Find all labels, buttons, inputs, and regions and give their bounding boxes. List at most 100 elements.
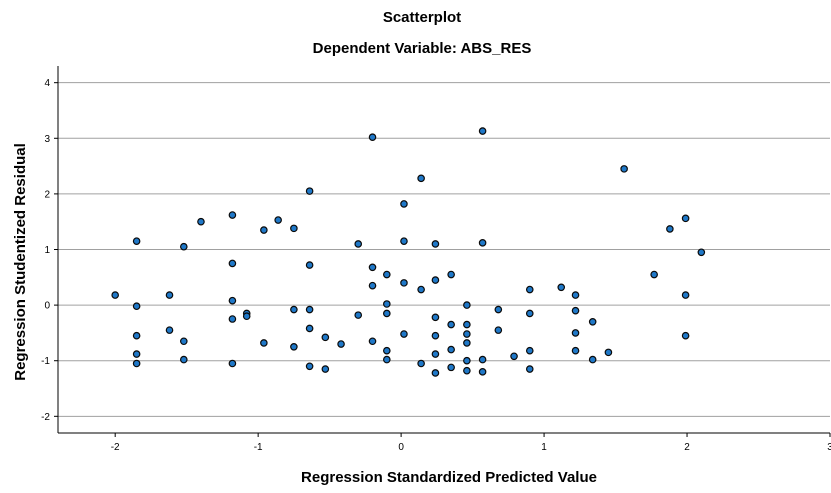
scatter-point — [180, 355, 188, 364]
scatter-point — [478, 127, 487, 135]
scatter-point — [321, 333, 330, 342]
scatter-point — [463, 366, 471, 375]
scatter-point — [571, 346, 580, 355]
scatter-point — [463, 356, 471, 365]
scatter-point — [417, 359, 425, 368]
scatter-point — [228, 315, 237, 323]
y-axis-title: Regression Studentized Residual — [12, 143, 29, 381]
scatter-point — [447, 345, 455, 354]
scatter-point — [510, 352, 518, 361]
scatter-point — [681, 331, 690, 340]
scatter-point — [305, 261, 314, 269]
scatter-point — [337, 340, 345, 348]
scatter-point — [525, 285, 534, 294]
x-tick-label: 0 — [398, 442, 404, 453]
scatter-point — [305, 324, 314, 333]
scatter-point — [290, 224, 298, 233]
scatter-point — [260, 339, 268, 347]
scatter-point — [697, 248, 706, 257]
scatter-point — [368, 263, 377, 272]
scatter-point — [383, 270, 391, 279]
scatter-point — [180, 337, 188, 346]
x-tick-label: -1 — [254, 442, 263, 453]
scatter-point — [431, 369, 440, 377]
scatter-point — [447, 320, 455, 329]
scatter-point — [400, 279, 408, 287]
scatter-point — [132, 237, 141, 245]
scatter-point — [305, 362, 314, 371]
x-axis-title: Regression Standardized Predicted Value — [301, 469, 597, 486]
scatter-point — [228, 259, 237, 268]
scatter-point — [368, 337, 377, 346]
scatter-point — [400, 330, 408, 338]
scatter-point — [383, 309, 391, 318]
scatter-point — [604, 348, 613, 357]
scatter-point — [228, 211, 237, 219]
scatter-point — [478, 239, 487, 247]
scatter-point — [111, 291, 119, 299]
y-tick-label: 2 — [44, 189, 50, 200]
scatter-point — [463, 320, 471, 329]
scatter-point — [478, 368, 487, 376]
scatter-point — [400, 200, 408, 208]
scatter-point — [666, 225, 674, 233]
scatter-point — [290, 343, 298, 351]
chart-title: Scatterplot — [383, 9, 461, 26]
scatter-point — [431, 331, 440, 340]
scatter-point — [463, 301, 471, 309]
scatter-point — [431, 276, 440, 284]
y-tick-label: 3 — [44, 134, 50, 145]
scatter-point — [525, 309, 534, 318]
scatter-point — [447, 363, 455, 372]
y-tick-label: -2 — [41, 412, 50, 423]
scatter-point — [557, 283, 566, 292]
scatter-point — [383, 300, 391, 308]
scatter-point — [417, 174, 425, 183]
scatter-point — [681, 214, 690, 223]
x-tick-label: 1 — [541, 442, 547, 453]
scatter-point — [431, 313, 440, 322]
x-tick-label: -2 — [111, 442, 120, 453]
scatter-point — [525, 346, 534, 355]
scatter-point — [588, 317, 597, 326]
scatter-point — [242, 312, 251, 321]
x-tick-label: 2 — [684, 442, 690, 453]
scatter-point — [588, 355, 597, 364]
scatter-point — [132, 350, 141, 358]
scatter-point — [165, 326, 174, 334]
scatter-point — [681, 291, 690, 299]
scatter-point — [571, 329, 580, 337]
scatter-point — [274, 216, 282, 224]
y-tick-label: -1 — [41, 356, 50, 367]
scatter-point — [368, 281, 377, 290]
scatter-point — [571, 306, 580, 315]
scatter-point — [650, 270, 658, 279]
scatter-point — [571, 291, 580, 299]
scatter-point — [447, 270, 455, 279]
axes — [54, 66, 831, 437]
scatter-point — [132, 331, 141, 340]
scatter-point — [260, 226, 268, 234]
scatter-point — [197, 217, 205, 226]
scatter-point — [478, 355, 487, 364]
scatter-point — [228, 359, 237, 368]
scatter-point — [431, 240, 440, 248]
scatter-point — [132, 359, 141, 368]
scatter-point — [383, 346, 391, 355]
y-tick-label: 4 — [44, 78, 50, 89]
scatter-point — [290, 305, 298, 314]
scatter-point — [431, 350, 440, 358]
scatter-point — [180, 242, 188, 251]
scatter-point — [417, 285, 425, 294]
y-tick-label: 1 — [44, 245, 50, 256]
scatter-point — [368, 133, 377, 141]
scatter-point — [494, 326, 503, 334]
scatter-point — [463, 330, 471, 338]
y-tick-label: 0 — [44, 301, 50, 312]
scatter-point — [305, 187, 314, 195]
x-tick-label: 3 — [827, 442, 831, 453]
x-tick-labels: -2 -1 0 1 2 3 — [111, 442, 831, 453]
scatter-point — [494, 305, 503, 314]
